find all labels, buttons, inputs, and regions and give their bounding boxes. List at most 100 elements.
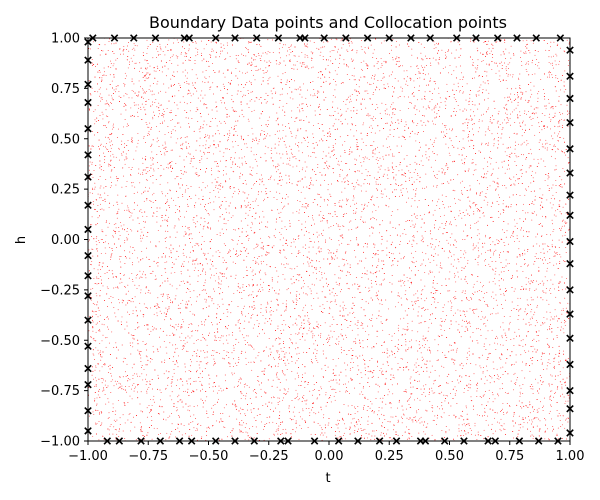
collocation-point (276, 376, 278, 378)
collocation-point (323, 414, 325, 416)
collocation-point (400, 191, 402, 193)
collocation-point (400, 189, 402, 191)
collocation-point (303, 234, 305, 236)
collocation-point (381, 268, 383, 270)
collocation-point (510, 179, 512, 181)
collocation-point (423, 424, 425, 426)
collocation-point (335, 38, 337, 40)
collocation-point (373, 49, 375, 51)
collocation-point (270, 397, 272, 399)
collocation-point (123, 95, 125, 97)
collocation-point (457, 174, 459, 176)
collocation-point (410, 78, 412, 80)
collocation-point (258, 98, 260, 100)
collocation-point (229, 55, 231, 57)
collocation-point (382, 73, 384, 75)
collocation-point (422, 237, 424, 239)
collocation-point (317, 123, 319, 124)
collocation-point (523, 249, 525, 251)
collocation-point (420, 298, 422, 300)
collocation-point (507, 392, 509, 394)
collocation-point (323, 308, 325, 310)
collocation-point (510, 113, 511, 115)
collocation-point (470, 363, 472, 364)
collocation-point (392, 39, 394, 41)
collocation-point (497, 132, 498, 134)
collocation-point (206, 435, 208, 437)
collocation-point (361, 391, 362, 393)
collocation-point (275, 91, 277, 93)
collocation-point (92, 187, 94, 189)
collocation-point (296, 295, 298, 297)
collocation-point (405, 233, 407, 235)
collocation-point (519, 391, 521, 393)
collocation-point (302, 167, 304, 169)
collocation-point (297, 395, 298, 397)
collocation-point (499, 75, 501, 77)
collocation-point (551, 244, 553, 246)
collocation-point (250, 409, 252, 411)
collocation-point (276, 112, 278, 114)
collocation-point (199, 162, 201, 164)
collocation-point (513, 176, 515, 178)
collocation-point (150, 201, 152, 202)
collocation-point (219, 207, 221, 209)
collocation-point (561, 150, 562, 152)
collocation-point (458, 428, 460, 430)
collocation-point (536, 258, 538, 259)
collocation-point (462, 194, 464, 196)
collocation-point (434, 253, 436, 255)
collocation-point (118, 90, 120, 92)
collocation-point (105, 222, 107, 224)
collocation-point (509, 62, 511, 64)
collocation-point (102, 113, 104, 115)
collocation-point (346, 198, 347, 200)
collocation-point (545, 288, 547, 290)
collocation-point (406, 188, 407, 190)
collocation-point (362, 358, 364, 360)
collocation-point (226, 42, 228, 44)
collocation-point (325, 391, 327, 393)
collocation-point (447, 206, 449, 208)
collocation-point (245, 344, 246, 345)
collocation-point (151, 420, 153, 421)
collocation-point (197, 175, 199, 177)
collocation-point (409, 378, 411, 380)
collocation-point (131, 185, 133, 187)
collocation-point (96, 422, 98, 424)
collocation-point (240, 135, 242, 137)
collocation-point (413, 171, 415, 173)
collocation-point (149, 73, 151, 75)
collocation-point (454, 312, 456, 314)
collocation-point (265, 318, 267, 320)
collocation-point (89, 161, 91, 163)
collocation-point (532, 410, 534, 412)
collocation-point (277, 117, 279, 119)
collocation-point (277, 209, 279, 211)
collocation-point (437, 344, 439, 346)
collocation-point (408, 404, 410, 406)
collocation-point (473, 312, 475, 314)
collocation-point (449, 250, 451, 252)
collocation-point (399, 295, 400, 297)
collocation-point (117, 180, 118, 182)
collocation-point (218, 278, 220, 280)
collocation-point (164, 261, 166, 263)
collocation-point (305, 207, 307, 209)
collocation-point (121, 140, 123, 142)
collocation-point (191, 82, 193, 84)
collocation-point (401, 145, 402, 147)
collocation-point (512, 74, 514, 76)
collocation-point (323, 168, 325, 169)
collocation-point (173, 405, 175, 407)
collocation-point (376, 86, 377, 88)
collocation-point (423, 122, 425, 124)
collocation-point (346, 212, 347, 214)
collocation-point (467, 235, 469, 237)
collocation-point (303, 323, 305, 325)
collocation-point (232, 332, 234, 333)
collocation-point (129, 64, 131, 65)
collocation-point (145, 156, 147, 158)
collocation-point (197, 424, 198, 425)
collocation-point (435, 292, 437, 294)
